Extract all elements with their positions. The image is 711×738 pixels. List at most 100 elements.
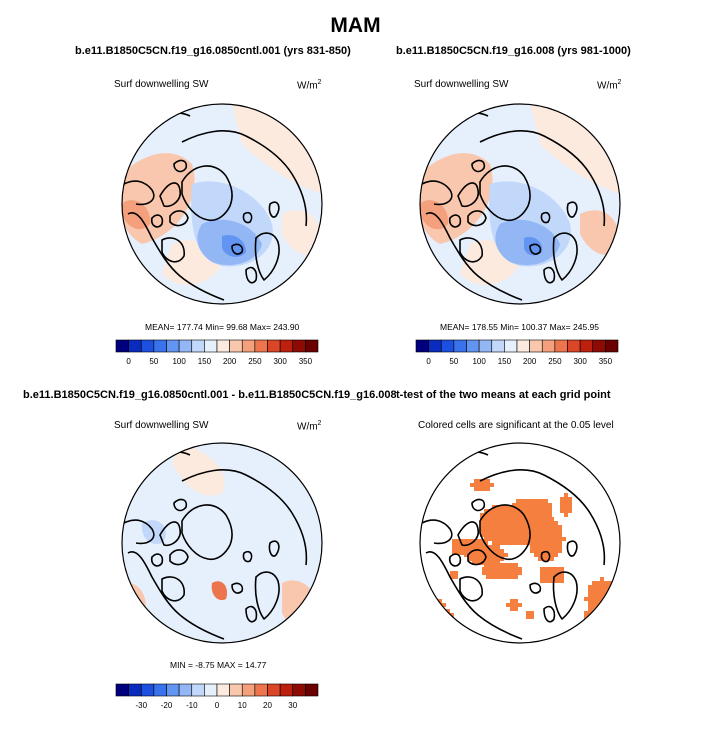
significant-cell <box>538 525 542 529</box>
significant-cell <box>492 525 496 529</box>
significant-cell <box>550 549 554 553</box>
significant-cell <box>552 567 556 571</box>
significant-cell <box>568 509 572 513</box>
significant-cell <box>600 623 604 627</box>
significant-cell <box>508 529 512 533</box>
significant-cell <box>496 529 500 533</box>
significant-cell <box>600 605 604 609</box>
colorbar-box <box>605 339 619 353</box>
significant-cell <box>588 597 592 601</box>
significant-cell <box>560 497 564 501</box>
significant-cell <box>536 499 540 503</box>
colorbar-box <box>267 339 281 353</box>
significant-cell <box>600 609 604 613</box>
significant-cell <box>538 537 542 541</box>
colorbar-tick-label: 0 <box>126 357 131 366</box>
significant-cell <box>600 619 604 623</box>
significant-cell <box>600 615 604 619</box>
significant-cell <box>516 519 520 523</box>
colorbar-tick-label: -20 <box>161 701 173 710</box>
significant-cell <box>498 563 502 567</box>
colorbar-box <box>579 339 594 353</box>
significant-cell <box>518 603 522 607</box>
significant-cell <box>550 533 554 537</box>
significant-cell <box>486 575 490 579</box>
significant-cell <box>584 623 588 627</box>
significant-cell <box>510 607 514 611</box>
significant-cell <box>492 541 496 545</box>
significant-cell <box>558 529 562 533</box>
significant-cell <box>596 615 600 619</box>
significant-cell <box>538 517 542 521</box>
significant-cell <box>596 609 600 613</box>
significant-cell <box>502 563 506 567</box>
significant-cell <box>538 541 542 545</box>
significant-cell <box>510 571 514 575</box>
significant-cell <box>554 529 558 533</box>
significant-cell <box>430 603 434 607</box>
significant-cell <box>592 581 596 585</box>
significant-cell <box>532 507 536 511</box>
significant-cell <box>516 503 520 507</box>
significant-cell <box>510 567 514 571</box>
significant-cell <box>516 533 520 537</box>
significant-cell <box>492 537 496 541</box>
significant-cell <box>518 567 522 571</box>
significant-cell <box>538 549 542 553</box>
significant-cell <box>472 561 476 565</box>
significant-cell <box>506 603 510 607</box>
panel-2-colorbar: 0 50 100 150 200 250 300 350 <box>415 339 619 366</box>
significant-cell <box>520 507 524 511</box>
significant-cell <box>520 541 524 545</box>
significant-cell <box>442 603 446 607</box>
significant-cell <box>540 499 544 503</box>
significant-cell <box>596 589 600 593</box>
colorbar-tick-label: 50 <box>449 357 458 366</box>
significant-cell <box>434 603 438 607</box>
significant-cell <box>560 567 564 571</box>
significant-cell <box>476 557 480 561</box>
significant-cell <box>542 537 546 541</box>
significant-cell <box>534 521 538 525</box>
significant-cell <box>540 507 544 511</box>
panel-3-map <box>121 442 323 644</box>
panel-4-map <box>419 442 621 644</box>
colorbar-box <box>466 339 480 353</box>
colorbar-box <box>504 339 518 353</box>
significant-cell <box>464 547 468 551</box>
significant-cell <box>476 539 480 543</box>
significant-cell <box>528 519 532 523</box>
significant-cell <box>456 551 460 555</box>
significant-cell <box>592 615 596 619</box>
panel-3-stats: MIN = -8.75 MAX = 14.77 <box>170 660 267 670</box>
significant-cell <box>472 543 476 547</box>
significant-cell <box>484 521 488 525</box>
colorbar-box <box>153 339 167 353</box>
significant-cell <box>506 567 510 571</box>
colorbar-tick-label: 20 <box>263 701 272 710</box>
significant-cell <box>506 571 510 575</box>
significant-cell <box>480 543 484 547</box>
significant-cell <box>548 503 552 507</box>
colorbar-box <box>453 339 467 353</box>
significant-cell <box>514 567 518 571</box>
significant-cell <box>452 547 456 551</box>
significant-cell <box>504 513 508 517</box>
significant-cell <box>604 613 608 617</box>
significant-cell <box>542 521 546 525</box>
significant-cell <box>544 507 548 511</box>
significant-cell <box>516 511 520 515</box>
significant-cell <box>542 541 546 545</box>
significant-cell <box>530 541 534 545</box>
colorbar-box <box>153 683 167 697</box>
colorbar-box <box>305 683 319 697</box>
significant-cell <box>554 537 558 541</box>
significant-cell <box>452 551 456 555</box>
significant-cell <box>476 551 480 555</box>
significant-cell <box>510 603 514 607</box>
significant-cell <box>486 487 490 491</box>
significant-cell <box>490 563 494 567</box>
panel-4-subtitle: Colored cells are significant at the 0.0… <box>418 420 614 431</box>
warm-region-siberia <box>232 104 322 194</box>
significant-cell <box>524 533 528 537</box>
